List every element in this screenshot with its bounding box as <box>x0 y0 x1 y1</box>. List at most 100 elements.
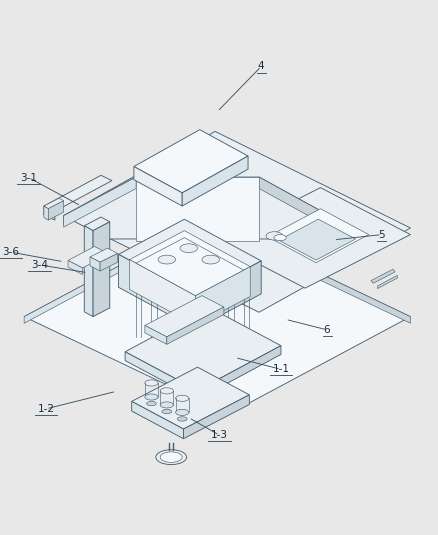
Point <box>0 282 7 291</box>
Point <box>46 142 53 150</box>
Point <box>399 137 406 146</box>
Point <box>0 210 7 219</box>
Point <box>166 274 173 282</box>
Point <box>186 142 193 151</box>
Point <box>422 457 429 465</box>
Point <box>32 71 39 79</box>
Point <box>142 460 149 469</box>
Point <box>149 45 156 54</box>
Point <box>327 173 334 182</box>
Point <box>416 476 423 484</box>
Point <box>65 148 72 156</box>
Point <box>364 246 371 255</box>
Point <box>379 299 386 307</box>
Point <box>4 137 11 146</box>
Point <box>149 108 156 117</box>
Point <box>78 430 85 438</box>
Point <box>120 326 127 335</box>
Point <box>75 337 82 345</box>
Point <box>320 214 327 223</box>
Polygon shape <box>131 401 183 439</box>
Point <box>87 367 94 376</box>
Point <box>39 180 46 189</box>
Point <box>138 66 145 74</box>
Point <box>42 366 49 375</box>
Point <box>57 190 64 198</box>
Point <box>346 213 353 222</box>
Point <box>373 323 380 331</box>
Point <box>191 433 198 442</box>
Point <box>180 478 187 486</box>
Point <box>131 371 138 379</box>
Point <box>197 110 204 118</box>
Point <box>96 102 103 111</box>
Point <box>48 231 55 240</box>
Point <box>405 248 412 257</box>
Point <box>88 483 95 491</box>
Point <box>104 94 111 102</box>
Point <box>269 162 276 170</box>
Point <box>208 408 215 417</box>
Point <box>316 478 323 486</box>
Point <box>177 322 184 331</box>
Point <box>301 375 308 384</box>
Point <box>233 136 240 145</box>
Point <box>136 225 143 234</box>
Point <box>274 140 281 149</box>
Point <box>185 424 192 432</box>
Point <box>278 306 285 315</box>
Point <box>368 389 375 398</box>
Point <box>421 54 428 62</box>
Point <box>121 419 128 427</box>
Point <box>316 158 323 166</box>
Point <box>414 334 421 342</box>
Point <box>195 401 202 409</box>
Point <box>164 370 171 379</box>
Point <box>289 403 296 412</box>
Point <box>1 302 8 311</box>
Point <box>42 180 49 189</box>
Point <box>207 45 214 54</box>
Point <box>317 270 324 279</box>
Point <box>57 203 64 212</box>
Point <box>266 58 273 67</box>
Point <box>78 305 85 314</box>
Point <box>389 108 396 116</box>
Point <box>271 354 278 363</box>
Point <box>233 119 240 127</box>
Point <box>396 256 403 264</box>
Point <box>388 129 395 138</box>
Point <box>7 123 14 132</box>
Point <box>105 476 112 485</box>
Point <box>224 475 231 484</box>
Point <box>71 198 78 207</box>
Point <box>52 256 59 264</box>
Point <box>363 136 370 144</box>
Point <box>410 100 417 108</box>
Point <box>33 456 40 465</box>
Point <box>312 98 319 107</box>
Point <box>242 266 249 274</box>
Point <box>102 284 109 293</box>
Point <box>324 127 331 135</box>
Point <box>376 131 383 139</box>
Point <box>333 438 340 446</box>
Point <box>105 147 112 155</box>
Point <box>322 280 329 289</box>
Point <box>35 171 42 180</box>
Point <box>433 232 438 241</box>
Point <box>257 95 264 103</box>
Point <box>118 77 125 85</box>
Point <box>220 386 227 395</box>
Point <box>222 173 229 182</box>
Point <box>276 172 283 181</box>
Point <box>31 436 38 445</box>
Point <box>324 363 331 372</box>
Point <box>250 395 257 403</box>
Point <box>95 50 102 58</box>
Point <box>368 471 375 480</box>
Point <box>272 59 279 68</box>
Point <box>121 477 128 485</box>
Point <box>54 457 61 465</box>
Point <box>197 408 204 417</box>
